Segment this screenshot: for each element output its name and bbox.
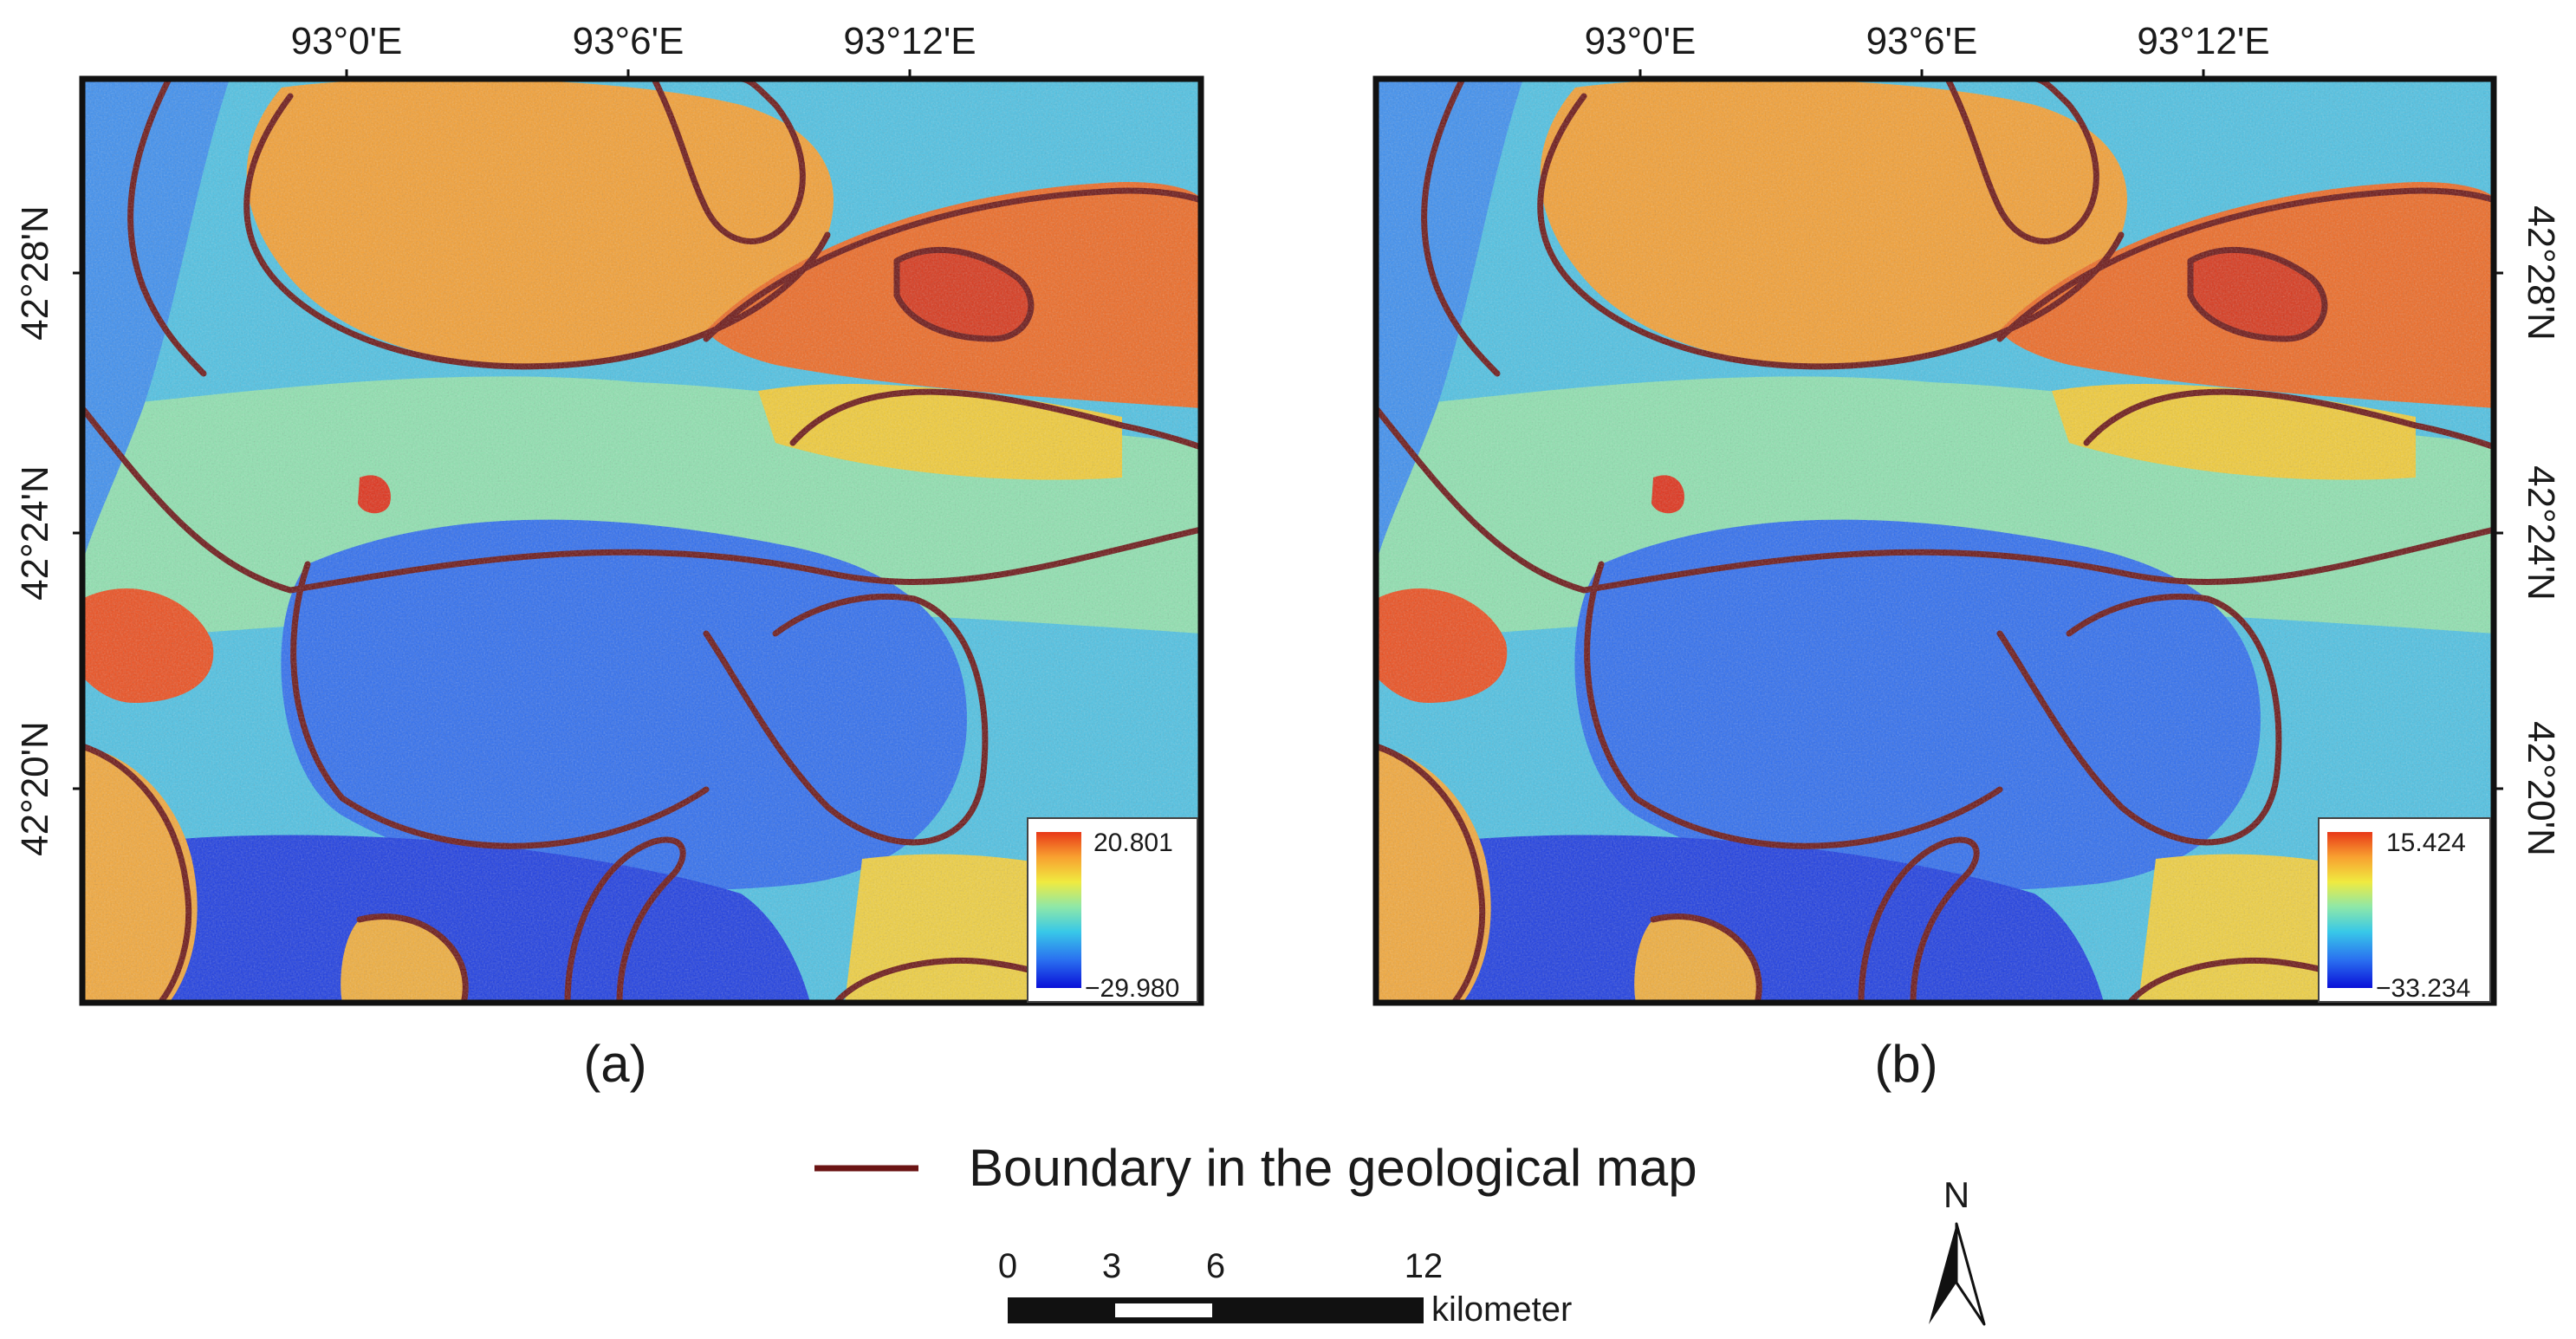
colorbar-max-label: 20.801 (1093, 829, 1173, 857)
map-panel-b: 93°0'E 93°6'E 93°12'E 42°28'N 42°24'N 42… (1372, 20, 2562, 1093)
legend-boundary-label: Boundary in the geological map (969, 1139, 1697, 1197)
lon-tick-label: 93°6'E (573, 20, 685, 62)
lat-tick-label: 42°28'N (14, 205, 56, 341)
north-arrow: N (1929, 1174, 1986, 1326)
colorbar-b: 15.424 −33.234 (2318, 817, 2491, 1003)
lat-tick-label: 42°24'N (14, 465, 56, 601)
lat-tick-label: 42°20'N (14, 721, 56, 856)
scale-bar-body (1008, 1297, 1424, 1323)
north-arrow-icon (1929, 1222, 1986, 1326)
legend: Boundary in the geological map (814, 1139, 1697, 1197)
colorbar-a: 20.801 −29.980 (1027, 817, 1198, 1003)
colorbar-max-label: 15.424 (2386, 829, 2466, 857)
scale-tick-label: 3 (1102, 1247, 1121, 1285)
lon-tick-label: 93°0'E (291, 20, 403, 62)
lon-tick-label: 93°0'E (1585, 20, 1697, 62)
scale-tick-label: 0 (998, 1247, 1017, 1285)
map-frame-b (1372, 75, 2497, 1006)
scale-bar: 0 3 6 12 kilometer (998, 1247, 1572, 1329)
colorbar-min-label: −29.980 (1085, 974, 1179, 1003)
colorbar-min-label: −33.234 (2376, 974, 2470, 1003)
scale-tick-label: 12 (1405, 1247, 1444, 1285)
map-frame-a (79, 75, 1204, 1006)
scale-bar-segment (1115, 1303, 1212, 1317)
lon-tick-label: 93°12'E (2137, 20, 2269, 62)
panel-caption: (b) (1874, 1035, 1937, 1093)
panel-caption: (a) (583, 1035, 646, 1093)
lat-tick-label: 42°20'N (2520, 721, 2562, 856)
scale-unit-label: kilometer (1431, 1290, 1572, 1329)
lat-tick-label: 42°28'N (2520, 205, 2562, 341)
colorbar-gradient (2327, 832, 2372, 988)
north-label: N (1943, 1174, 1969, 1215)
colorbar-gradient (1036, 832, 1081, 988)
scale-tick-label: 6 (1206, 1247, 1225, 1285)
lon-tick-label: 93°6'E (1866, 20, 1978, 62)
lat-tick-label: 42°24'N (2520, 465, 2562, 601)
map-panel-a: 93°0'E 93°6'E 93°12'E 42°28'N 42°24'N 42… (14, 20, 1204, 1093)
lon-tick-label: 93°12'E (843, 20, 976, 62)
